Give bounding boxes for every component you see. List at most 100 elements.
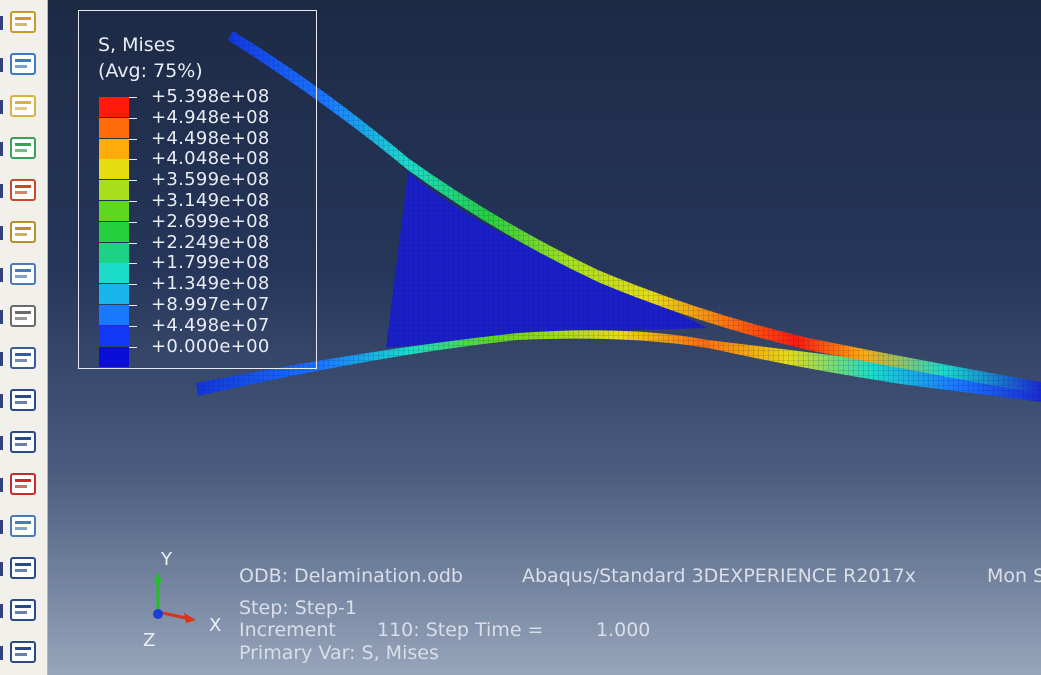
contour-icon: [10, 11, 36, 33]
legend-tick: [129, 263, 137, 265]
legend-tick: [129, 242, 137, 244]
display-group-button[interactable]: [7, 594, 41, 628]
field-output-icon: [10, 347, 36, 369]
viewport-canvas[interactable]: [48, 0, 1041, 675]
legend-swatch: [99, 242, 129, 263]
contour-legend[interactable]: S, Mises (Avg: 75%) +5.398e+08 +4.948e+08…: [78, 10, 317, 369]
legend-tick: [129, 117, 137, 119]
legend-swatch: [99, 221, 129, 242]
legend-swatch: [99, 201, 129, 221]
legend-swatch: [99, 180, 129, 201]
legend-value: +3.149e+08: [151, 190, 270, 211]
view-cut-manager-button[interactable]: [7, 48, 41, 82]
increment-label: Increment: [239, 619, 336, 641]
legend-value: +5.398e+08: [151, 86, 270, 107]
stream-manager-button[interactable]: [7, 552, 41, 586]
toolbar-marker: [0, 478, 3, 492]
legend-swatch: [99, 346, 129, 367]
toolbar-marker: [0, 520, 3, 534]
extra-button[interactable]: [7, 636, 41, 670]
path-manager-button[interactable]: [7, 510, 41, 544]
toolbar-marker: [0, 646, 3, 660]
legend-value: +4.048e+08: [151, 148, 270, 170]
module-toolbox: [0, 0, 48, 675]
triad-y-label: Y: [161, 549, 172, 570]
legend-value: +0.000e+00: [151, 335, 270, 357]
legend-value: +4.498e+08: [151, 127, 270, 149]
legend-tick: [129, 305, 137, 306]
contour-options-icon: [10, 137, 36, 159]
xy-plot-button[interactable]: [7, 468, 41, 502]
legend-swatch: [99, 325, 129, 346]
toolbar-marker: [0, 100, 3, 114]
legend-swatch: [99, 117, 129, 138]
legend-value: +3.599e+08: [151, 169, 270, 191]
legend-value: +1.349e+08: [151, 273, 270, 295]
report-icon: [10, 599, 36, 621]
plot-options-button[interactable]: [7, 258, 41, 292]
toolbar-marker: [0, 436, 3, 450]
toolbar-marker: [0, 562, 3, 576]
legend-tick: [129, 346, 137, 348]
deformed-shape-button[interactable]: [7, 90, 41, 124]
date-label: Mon S: [987, 565, 1041, 587]
primary-var-label: Primary Var: S, Mises: [239, 642, 439, 664]
report-manager-button[interactable]: [7, 384, 41, 418]
legend-value: +2.249e+08: [151, 231, 270, 253]
toolbar-marker: [0, 352, 3, 366]
legend-value: +4.498e+07: [151, 314, 270, 336]
legend-value: +8.997e+07: [151, 294, 270, 315]
legend-tick: [129, 180, 137, 182]
toolbar-marker: [0, 184, 3, 198]
report-icon: [10, 431, 36, 453]
legend-value: +4.948e+08: [151, 106, 270, 128]
report-icon: [10, 557, 36, 579]
field-output-button[interactable]: [7, 342, 41, 376]
animation-icon: [10, 305, 36, 327]
legend-title: S, Mises: [98, 34, 176, 56]
toolbar-marker: [0, 268, 3, 282]
material-orientation-icon: [10, 221, 36, 243]
legend-swatch: [99, 305, 129, 325]
symbol-plot-icon: [10, 179, 36, 201]
deformed-shape-icon: [10, 95, 36, 117]
contour-plot-button[interactable]: [7, 6, 41, 40]
increment-value: 110: Step Time =: [377, 619, 544, 641]
view-cut-icon: [10, 53, 36, 75]
xy-plot-icon: [10, 473, 36, 495]
toolbar-marker: [0, 58, 3, 72]
report-icon: [10, 389, 36, 411]
legend-value: +2.699e+08: [151, 210, 270, 232]
legend-swatch: [99, 263, 129, 284]
symbol-plot-button[interactable]: [7, 174, 41, 208]
legend-tick: [129, 325, 137, 327]
legend-tick: [129, 138, 137, 140]
model-render: [153, 31, 1041, 623]
odb-label: ODB: Delamination.odb: [239, 565, 463, 587]
step-time-value: 1.000: [596, 619, 651, 641]
material-orientation-button[interactable]: [7, 216, 41, 250]
axis-triad: [153, 572, 196, 623]
triad-x-label: X: [209, 615, 222, 636]
toolbar-marker: [0, 394, 3, 408]
legend-swatch: [99, 97, 129, 117]
plot-options-icon: [10, 263, 36, 285]
legend-tick: [129, 159, 137, 161]
triad-z-label: Z: [143, 630, 156, 651]
legend-subtitle: (Avg: 75%): [98, 60, 203, 82]
legend-tick: [129, 221, 137, 223]
toolbar-marker: [0, 16, 3, 30]
toolbar-marker: [0, 226, 3, 240]
legend-value: +1.799e+08: [151, 252, 270, 274]
legend-tick: [129, 97, 137, 98]
toolbar-marker: [0, 142, 3, 156]
xy-data-manager-button[interactable]: [7, 426, 41, 460]
animate-button[interactable]: [7, 300, 41, 334]
contour-options-button[interactable]: [7, 132, 41, 166]
solver-label: Abaqus/Standard 3DEXPERIENCE R2017x: [522, 565, 916, 587]
toolbar-marker: [0, 310, 3, 324]
step-label: Step: Step-1: [239, 597, 357, 619]
legend-swatch: [99, 284, 129, 305]
toolbar-marker: [0, 604, 3, 618]
legend-tick: [129, 201, 137, 202]
